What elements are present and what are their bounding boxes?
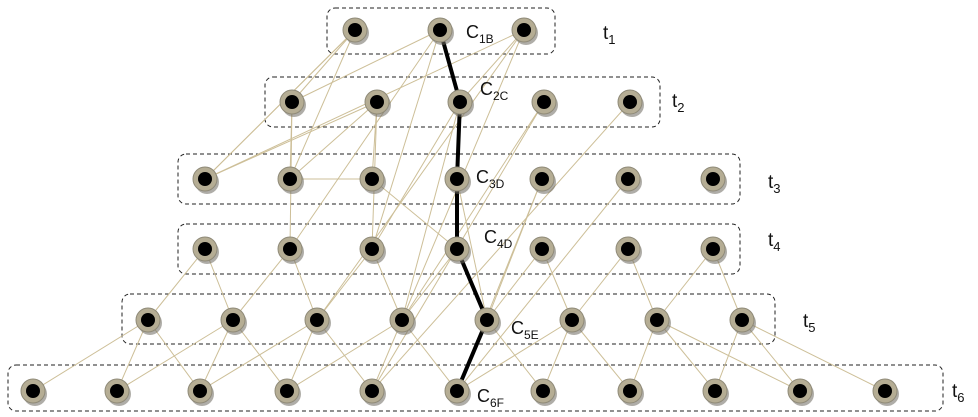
path-node xyxy=(444,378,471,406)
edge xyxy=(204,29,525,180)
node xyxy=(220,307,247,335)
edge xyxy=(459,29,525,103)
edge xyxy=(232,248,291,321)
node xyxy=(20,378,47,406)
node xyxy=(700,166,727,194)
edge xyxy=(741,319,886,392)
nodes xyxy=(20,17,899,406)
node xyxy=(644,307,671,335)
edge xyxy=(291,29,441,103)
node xyxy=(530,378,557,406)
path-node xyxy=(427,17,454,45)
edge xyxy=(204,101,378,180)
node xyxy=(359,166,386,194)
node xyxy=(274,378,301,406)
edge xyxy=(656,248,714,321)
edge xyxy=(371,29,441,250)
node xyxy=(559,307,586,335)
level-box-t1 xyxy=(326,7,556,55)
node xyxy=(729,307,756,335)
path-node-label-C4D: C4D xyxy=(484,227,513,251)
node xyxy=(615,166,642,194)
level-label-t5: t5 xyxy=(803,311,816,335)
node xyxy=(872,378,899,406)
edge xyxy=(316,29,525,321)
edge xyxy=(371,178,458,250)
edge xyxy=(371,101,631,392)
edge xyxy=(32,319,149,392)
edge xyxy=(486,248,543,321)
edge xyxy=(401,248,458,321)
level-label-t3: t3 xyxy=(768,172,781,196)
level-label-t1: t1 xyxy=(603,23,616,47)
edge xyxy=(401,101,545,321)
path-node xyxy=(474,307,501,335)
node xyxy=(279,89,306,117)
edge xyxy=(456,319,573,392)
node xyxy=(702,378,729,406)
node xyxy=(342,17,369,45)
path-node-label-C6F: C6F xyxy=(477,386,504,410)
node xyxy=(531,89,558,117)
edge xyxy=(456,178,629,392)
node xyxy=(617,89,644,117)
path-node-label-C3D: C3D xyxy=(476,167,505,191)
path-node-label-C5E: C5E xyxy=(511,318,539,342)
node xyxy=(615,236,642,264)
node xyxy=(359,378,386,406)
edge xyxy=(147,248,206,321)
node xyxy=(529,236,556,264)
level-box-t6 xyxy=(7,364,944,412)
edge xyxy=(116,319,234,392)
node xyxy=(187,378,214,406)
level-label-t6: t6 xyxy=(952,381,965,405)
edge xyxy=(401,101,461,321)
node xyxy=(364,89,391,117)
edge xyxy=(289,29,441,250)
node xyxy=(277,166,304,194)
edge xyxy=(289,29,356,180)
edge xyxy=(571,248,629,321)
node xyxy=(389,307,416,335)
labels: t1 t2 t3 t4 t5 t6 C1B C2C C3D C4D C5E C6F xyxy=(466,22,965,410)
level-label-t4: t4 xyxy=(768,230,781,254)
edge xyxy=(199,319,318,392)
edge xyxy=(371,101,461,250)
level-box-t2 xyxy=(264,76,661,128)
node xyxy=(700,236,727,264)
path-node-label-C2C: C2C xyxy=(480,79,509,103)
node xyxy=(192,236,219,264)
edge xyxy=(316,248,373,321)
node xyxy=(787,378,814,406)
path-node xyxy=(447,89,474,117)
node xyxy=(511,17,538,45)
edge xyxy=(456,178,488,321)
node xyxy=(135,307,162,335)
node xyxy=(304,307,331,335)
node xyxy=(277,236,304,264)
level-box-t5 xyxy=(121,293,776,345)
edge xyxy=(289,101,378,180)
edge xyxy=(291,29,356,103)
node xyxy=(617,378,644,406)
path-node-label-C1B: C1B xyxy=(466,22,494,46)
node xyxy=(529,166,556,194)
path-node xyxy=(444,236,471,264)
edge xyxy=(286,319,403,392)
node xyxy=(192,166,219,194)
node xyxy=(104,378,131,406)
path-node xyxy=(444,166,471,194)
level-label-t2: t2 xyxy=(672,91,685,115)
node xyxy=(359,236,386,264)
